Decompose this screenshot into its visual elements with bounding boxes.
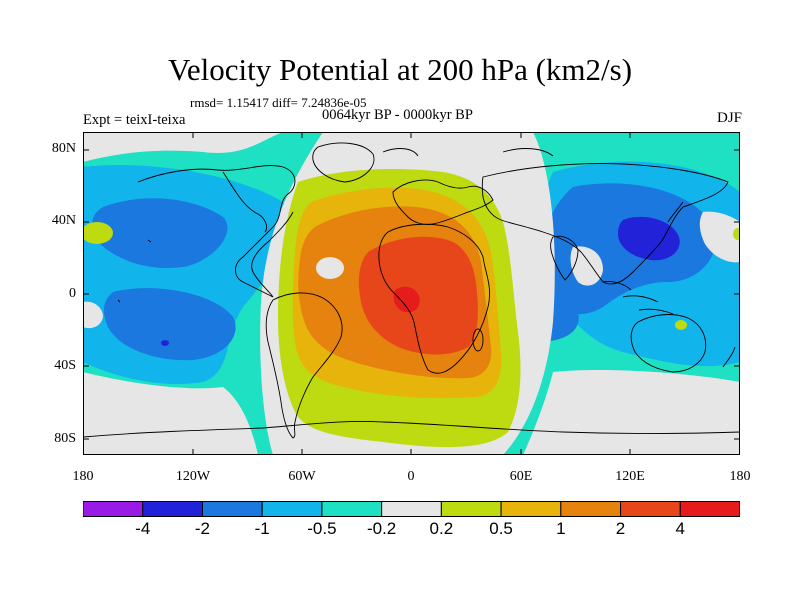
colorbar-label: -1	[254, 519, 270, 538]
lat-label-80s: 80S	[54, 431, 76, 446]
lat-label-0: 0	[69, 286, 76, 301]
colorbar-label: 4	[675, 519, 685, 538]
colorbar-box	[261, 501, 323, 517]
lat-label-40n: 40N	[51, 213, 76, 228]
colorbar-label: 1	[556, 519, 566, 538]
axis-ticks	[83, 132, 740, 455]
colorbar-label: -0.2	[366, 519, 397, 538]
colorbar	[83, 501, 740, 517]
map-panel	[83, 132, 740, 455]
stats-line: rmsd= 1.15417 diff= 7.24836e-05	[190, 95, 367, 110]
lon-label-180e: 180	[729, 469, 751, 484]
lon-label-60w: 60W	[288, 469, 316, 484]
colorbar-box	[500, 501, 562, 517]
colorbar-box	[201, 501, 263, 517]
experiment-label: Expt = teixI-teixa	[83, 112, 186, 128]
colorbar-label: 0.5	[489, 519, 513, 538]
colorbar-label: 2	[615, 519, 626, 538]
colorbar-box	[620, 501, 681, 517]
period-label: 0064kyr BP - 0000kyr BP	[322, 107, 473, 123]
colorbar-label: -2	[194, 519, 211, 538]
colorbar-box	[560, 501, 622, 517]
season-label: DJF	[716, 110, 742, 126]
plot-title: Velocity Potential at 200 hPa (km2/s)	[167, 52, 633, 87]
lon-label-60e: 60E	[509, 469, 533, 484]
colorbar-box	[381, 501, 442, 517]
lat-label-40s: 40S	[54, 358, 76, 373]
lon-label-0: 0	[407, 469, 415, 484]
coastlines	[83, 142, 740, 439]
colorbar-box	[440, 501, 502, 517]
colorbar-box	[142, 501, 203, 517]
colorbar-box	[321, 501, 383, 517]
lat-label-80n: 80N	[51, 141, 76, 156]
colorbar-box	[83, 501, 144, 517]
lon-label-120e: 120E	[615, 469, 645, 484]
colorbar-label: -4	[135, 519, 151, 538]
lon-label-120w: 120W	[175, 469, 211, 484]
colorbar-label: -0.5	[307, 519, 337, 538]
colorbar-label: 0.2	[429, 519, 454, 538]
contour-fill	[83, 132, 740, 455]
lon-label-180w: 180	[72, 469, 94, 484]
colorbar-box	[679, 501, 740, 517]
